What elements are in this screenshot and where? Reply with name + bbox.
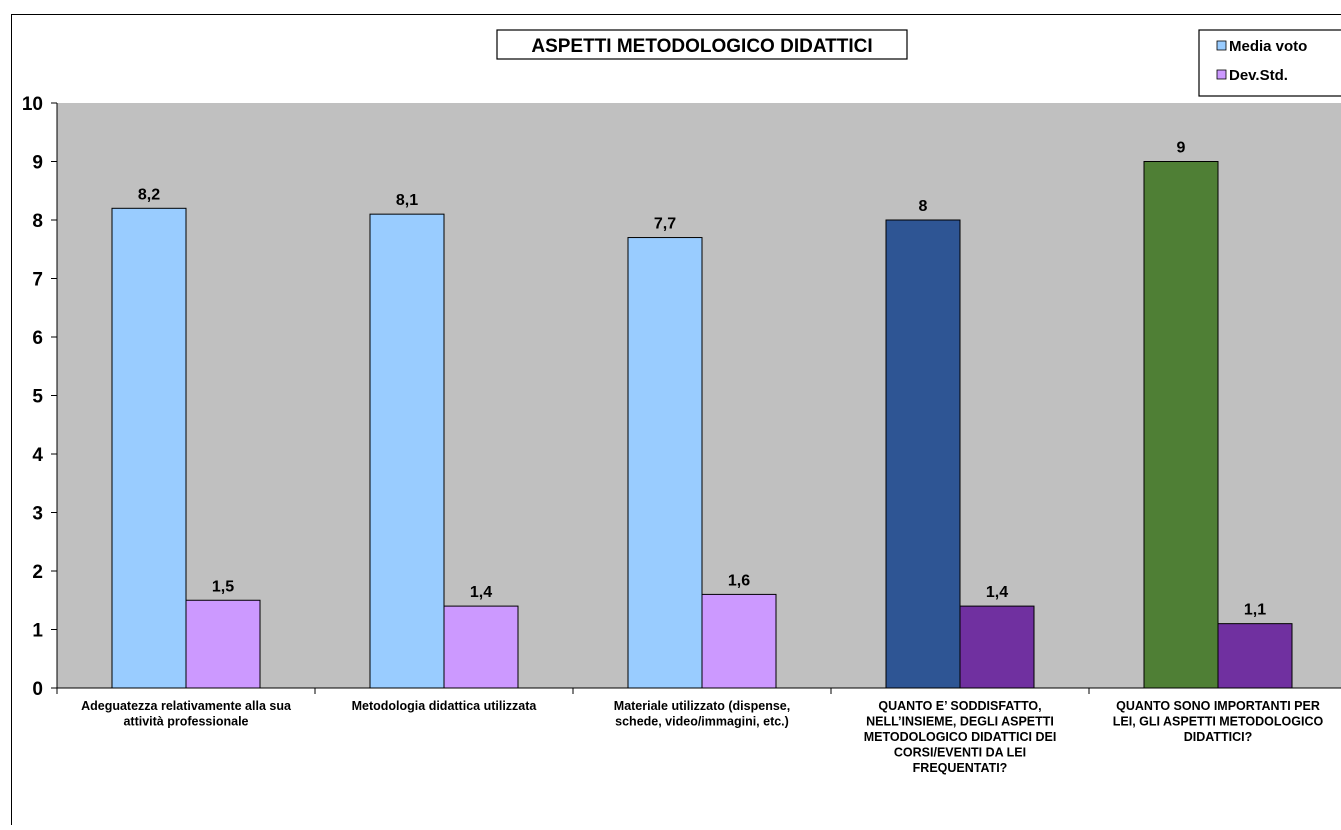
bar-dev-std-2 [444, 606, 518, 688]
data-label: 9 [1177, 140, 1186, 157]
y-tick-label: 0 [32, 679, 43, 700]
data-label: 1,4 [470, 584, 492, 601]
data-label: 1,1 [1244, 602, 1266, 619]
chart-title-box: ASPETTI METODOLOGICO DIDATTICI [497, 30, 907, 59]
data-label: 8,2 [138, 186, 160, 203]
bar-media-voto-3 [628, 238, 702, 688]
legend-swatch [1217, 70, 1226, 79]
data-label: 8 [919, 198, 928, 215]
bar-dev-std-4 [960, 606, 1034, 688]
bar-dev-std-3 [702, 594, 776, 688]
y-tick-label: 4 [32, 445, 43, 466]
legend-swatch [1217, 41, 1226, 50]
y-tick-label: 3 [32, 504, 43, 525]
bar-media-voto-5 [1144, 162, 1218, 689]
data-label: 1,6 [728, 572, 750, 589]
y-tick-label: 10 [22, 94, 43, 115]
bar-media-voto-4 [886, 220, 960, 688]
y-tick-label: 2 [32, 562, 43, 583]
y-tick-label: 5 [32, 387, 43, 408]
bar-dev-std-5 [1218, 624, 1292, 688]
legend-label: Media voto [1229, 38, 1307, 55]
x-category-label: QUANTO E’ SODDISFATTO,NELL’INSIEME, DEGL… [864, 699, 1057, 775]
data-label: 1,4 [986, 584, 1008, 601]
bar-media-voto-1 [112, 208, 186, 688]
legend: Media voto Dev.Std. [1199, 30, 1341, 96]
x-category-label: Metodologia didattica utilizzata [352, 699, 538, 713]
data-label: 1,5 [212, 578, 234, 595]
bar-media-voto-2 [370, 214, 444, 688]
data-label: 8,1 [396, 192, 418, 209]
y-tick-label: 8 [32, 211, 43, 232]
chart-title: ASPETTI METODOLOGICO DIDATTICI [531, 36, 872, 57]
legend-label: Dev.Std. [1229, 67, 1288, 84]
y-tick-label: 6 [32, 328, 43, 349]
x-category-label: Materiale utilizzato (dispense,schede, v… [614, 699, 790, 729]
y-tick-label: 7 [32, 270, 43, 291]
y-tick-label: 1 [32, 621, 43, 642]
bar-dev-std-1 [186, 600, 260, 688]
data-label: 7,7 [654, 216, 676, 233]
y-tick-label: 9 [32, 153, 43, 174]
